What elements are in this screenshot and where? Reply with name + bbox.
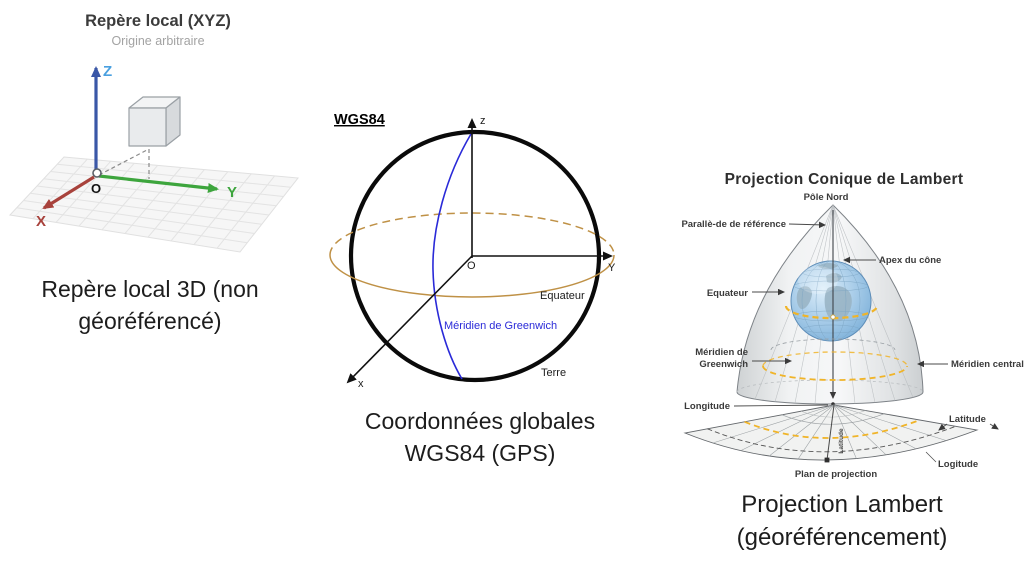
local-title: Repère local (XYZ) xyxy=(85,12,231,30)
earth-label: Terre xyxy=(541,367,566,379)
equator-front xyxy=(329,254,615,298)
greenwich-label: Méridien de Greenwich xyxy=(444,320,557,332)
reference-parallel-front xyxy=(762,365,908,381)
fan-latitude-label: Latitude xyxy=(838,428,845,454)
meridien-greenwich-label-line2: Greenwich xyxy=(699,359,748,370)
greenwich-meridian xyxy=(432,133,472,380)
leader-lines xyxy=(733,221,999,463)
ground-grid-plane xyxy=(8,156,299,253)
plan-projection-label: Plan de projection xyxy=(795,469,878,480)
projection-fan: Latitude xyxy=(683,404,979,463)
equator-back xyxy=(329,212,615,256)
panel-local-3d: Repère local (XYZ) Origine arbitraire xyxy=(0,0,300,262)
panel-wgs84: WGS84 z Y x O Equateur Méridien de Green… xyxy=(320,98,640,398)
local-3d-diagram: Repère local (XYZ) Origine arbitraire xyxy=(8,12,299,253)
equator-label: Equateur xyxy=(540,290,585,302)
pole-nord-label: Pôle Nord xyxy=(804,192,849,203)
origin-label: O xyxy=(467,260,476,272)
z-axis-label: z xyxy=(480,115,486,127)
logitude-label: Logitude xyxy=(938,459,978,470)
globe-graticule xyxy=(793,260,869,342)
wgs84-heading: WGS84 xyxy=(334,112,385,128)
x-axis xyxy=(42,175,95,210)
globe-equator xyxy=(784,305,879,320)
fan-radial-lines xyxy=(712,404,947,460)
meridien-greenwich-label-line1: Méridien de xyxy=(695,347,748,358)
projection-dashed-lines xyxy=(98,149,150,179)
x-axis-label: x xyxy=(358,378,364,390)
wgs84-diagram: WGS84 z Y x O Equateur Méridien de Green… xyxy=(329,112,616,390)
longitude-label: Longitude xyxy=(684,401,730,412)
cone-base-back-rim xyxy=(736,379,924,393)
latitude-label: Latitude xyxy=(949,414,986,425)
equator-center-dot xyxy=(830,314,836,320)
reference-parallel-back xyxy=(762,351,908,367)
globe xyxy=(790,260,872,342)
z-axis-label: Z xyxy=(103,63,112,80)
equateur-label: Equateur xyxy=(707,288,748,299)
lambert-diagram: Projection Conique de Lambert Pôle Nord xyxy=(681,171,1024,480)
x-axis xyxy=(346,255,473,384)
local-subtitle: Origine arbitraire xyxy=(111,34,204,48)
y-axis xyxy=(98,174,219,193)
local-caption: Repère local 3D (non géoréférencé) xyxy=(41,276,259,334)
cube xyxy=(128,96,181,147)
fan-meridian-end-marker xyxy=(824,457,830,463)
y-axis-label: Y xyxy=(608,262,616,274)
origin-point xyxy=(92,168,102,178)
lambert-caption: Projection Lambert (géoréférencement) xyxy=(736,491,948,552)
fan-reference-parallel xyxy=(744,419,921,439)
apex-label: Apex du cône xyxy=(879,255,941,266)
x-axis-label: X xyxy=(36,213,46,230)
origin-label: O xyxy=(91,181,101,196)
wgs84-caption: Coordonnées globales WGS84 (GPS) xyxy=(364,408,596,466)
cone-parallel-gray xyxy=(770,338,896,351)
fan-central-meridian xyxy=(826,404,835,461)
lambert-title: Projection Conique de Lambert xyxy=(725,171,964,188)
panel-lambert: Projection Conique de Lambert Pôle Nord xyxy=(660,160,1024,490)
parallele-reference-label: Parallè-de de référence xyxy=(681,219,786,230)
meridien-central-label: Méridien central xyxy=(951,359,1024,370)
y-axis-label: Y xyxy=(227,184,237,201)
globe-landmasses xyxy=(796,263,852,322)
